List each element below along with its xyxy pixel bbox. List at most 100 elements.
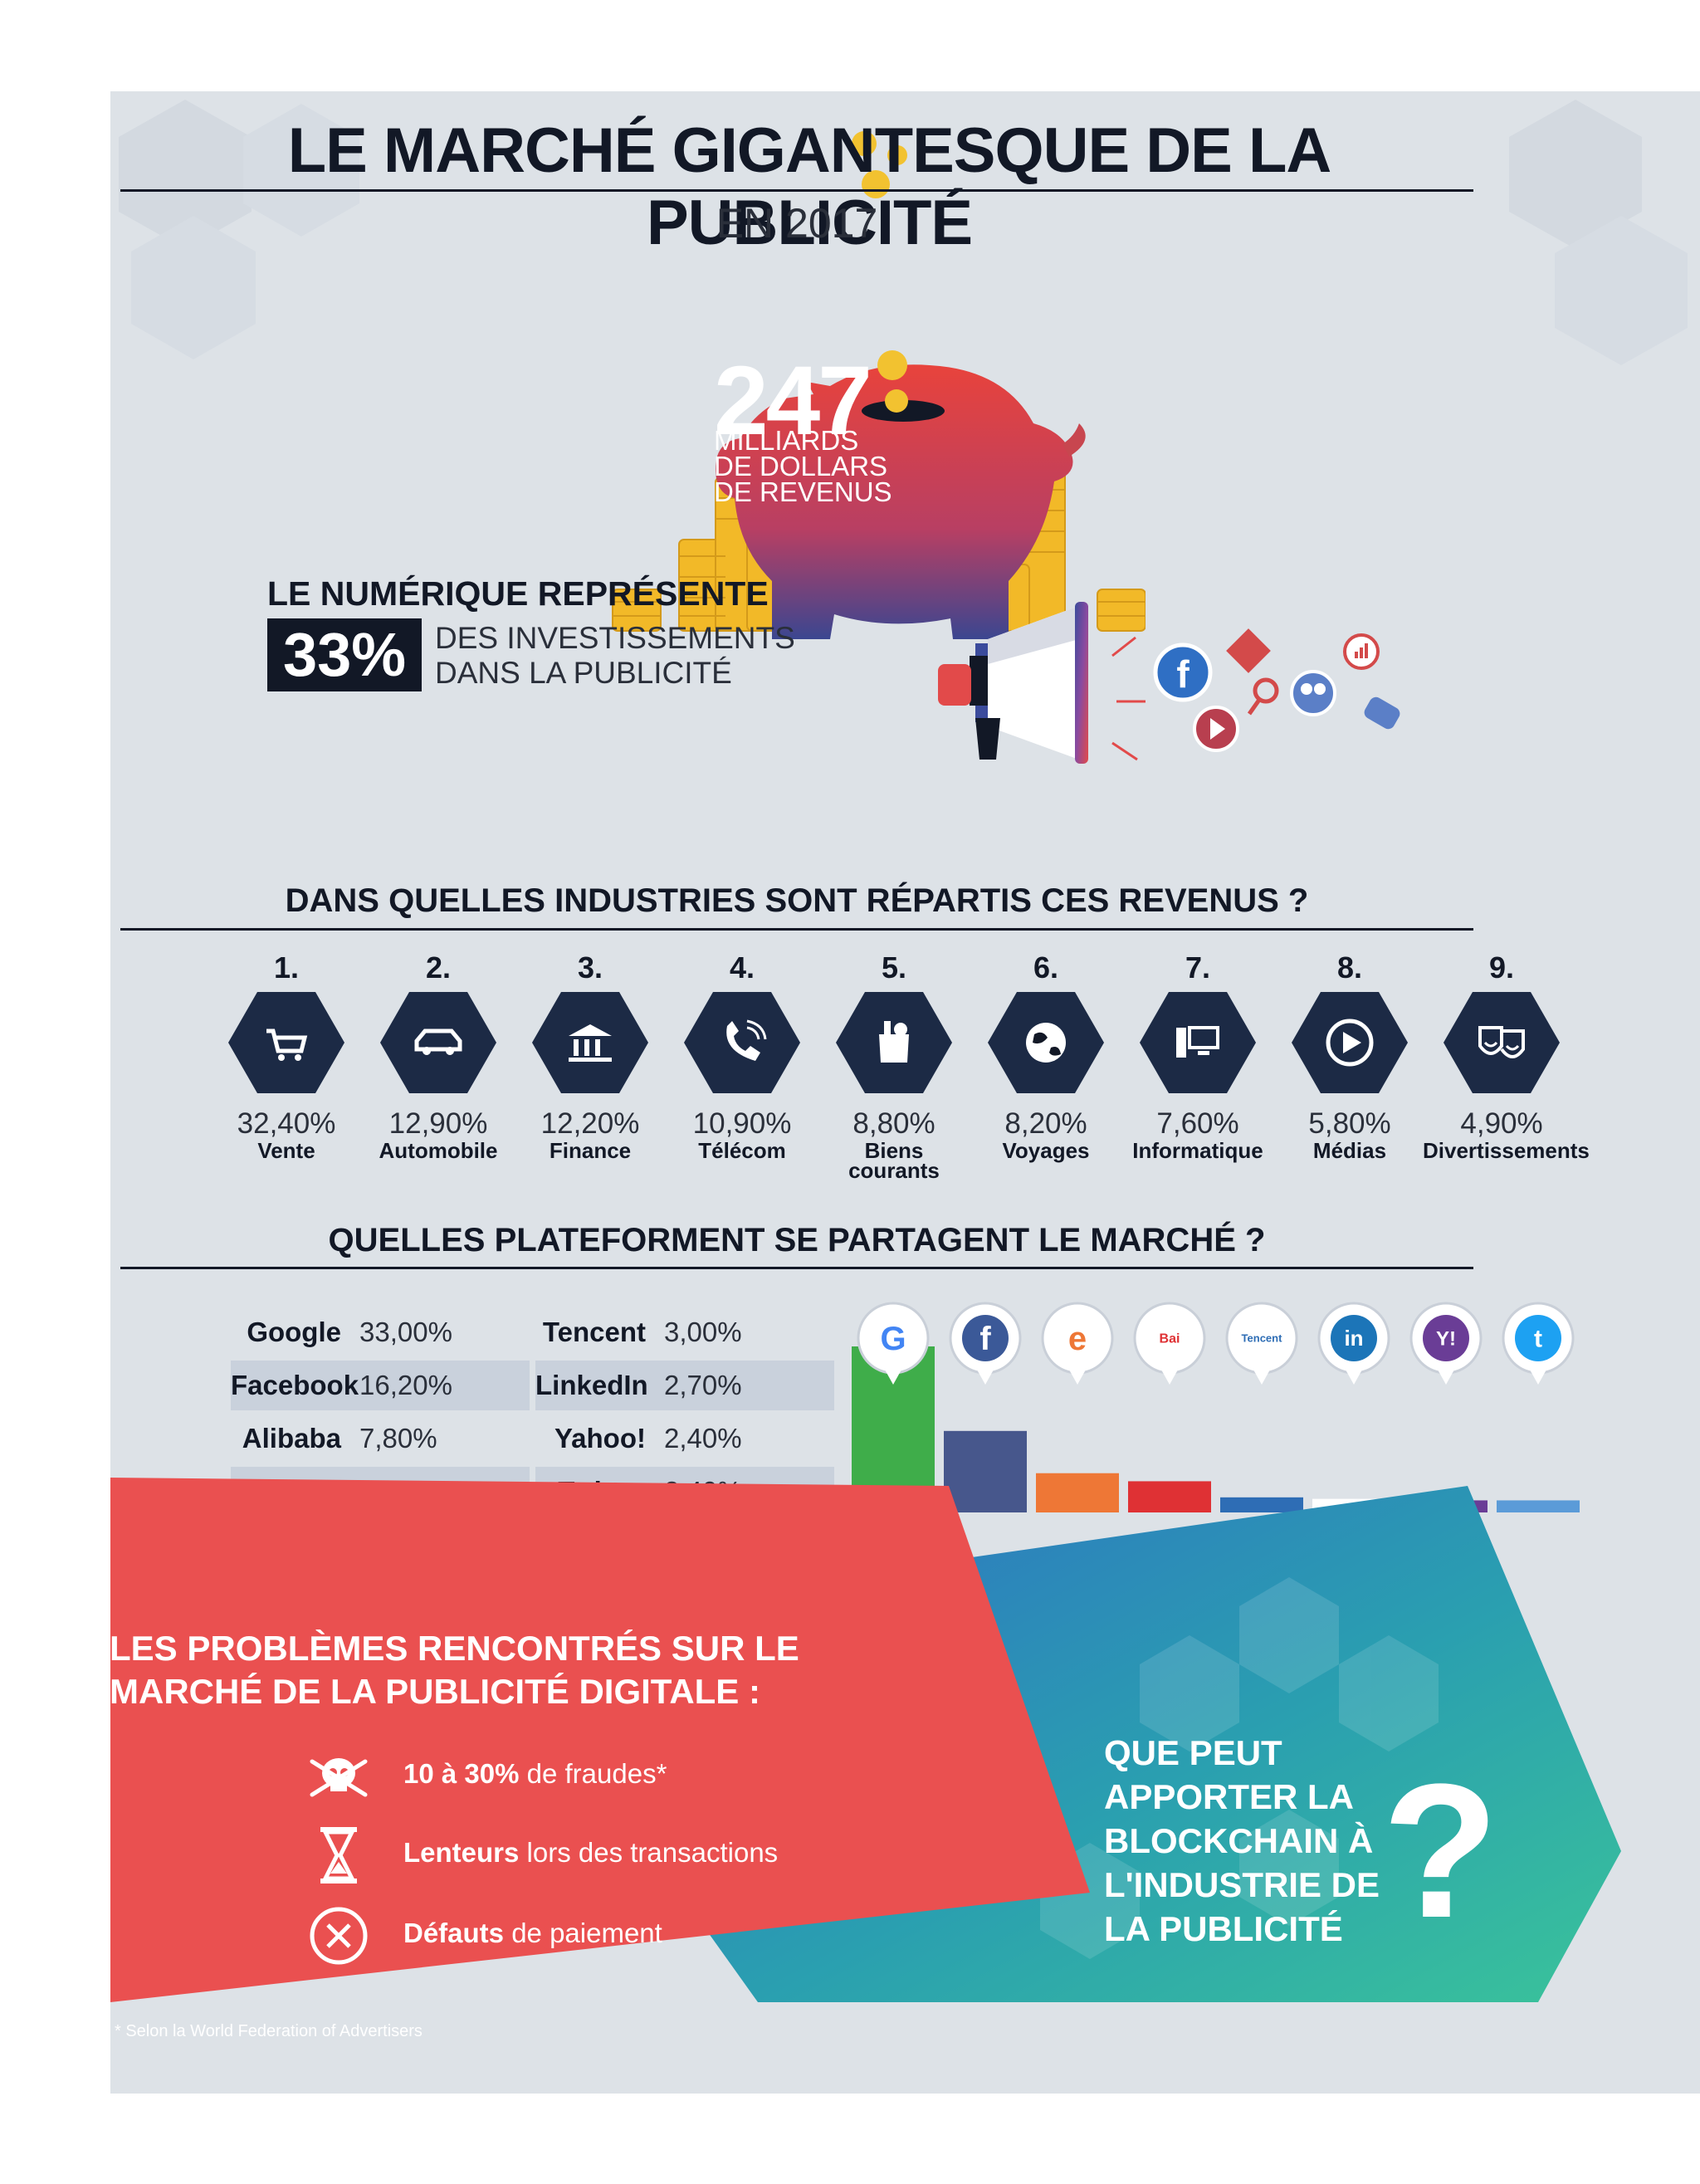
industry-percent: 4,90% [1460, 1107, 1543, 1140]
platform-bar [1497, 1500, 1580, 1512]
svg-text:t: t [1534, 1326, 1542, 1353]
mail-bubble-icon [1226, 628, 1271, 673]
industry-rank: 8. [1336, 950, 1363, 985]
industries-underline [120, 928, 1473, 931]
industry-item: 2. 12,90% Automobile [359, 950, 517, 1161]
platform-name: Google [247, 1317, 341, 1347]
industry-name: Télécom [698, 1138, 786, 1163]
facebook-logo-icon: f [949, 1302, 1022, 1385]
bottom-panels [110, 1478, 1621, 2002]
platform-share: 3,00% [664, 1317, 742, 1347]
play-icon [1292, 992, 1408, 1093]
industry-item: 6. 8,20% Voyages [967, 950, 1125, 1161]
blockchain-line5: LA PUBLICITÉ [1104, 1909, 1343, 1948]
industry-name: Biens courants [848, 1138, 940, 1183]
platform-bar [1220, 1497, 1303, 1512]
platform-name: Tencent [542, 1317, 646, 1347]
industry-item: 3. 12,20% Finance [511, 950, 669, 1163]
svg-text:Bai: Bai [1160, 1332, 1180, 1346]
megaphone-icon [938, 602, 1146, 764]
svg-text:e: e [1068, 1321, 1087, 1357]
platform-row: Facebook 16,20% [231, 1361, 530, 1410]
industry-name: Vente [257, 1138, 315, 1163]
problem-fraud-bold: 10 à 30% [403, 1758, 520, 1789]
google-logo-icon: G [857, 1302, 930, 1385]
yahoo-logo-icon: Y! [1409, 1302, 1483, 1385]
svg-text:G: G [880, 1321, 906, 1357]
problem-slowness: Lenteurs lors des transactions [403, 1837, 778, 1869]
blockchain-line1: QUE PEUT [1104, 1733, 1282, 1772]
digital-text-line2: DANS LA PUBLICITÉ [435, 656, 732, 690]
facebook-bubble-icon: f [1153, 642, 1213, 702]
platform-share: 7,80% [359, 1423, 437, 1454]
globe-plane-icon [988, 992, 1104, 1093]
revenue-label: MILLIARDS DE DOLLARS DE REVENUS [714, 425, 892, 506]
svg-text:f: f [979, 1321, 991, 1357]
blockchain-line4: L'INDUSTRIE DE [1104, 1865, 1380, 1904]
digital-description: DES INVESTISSEMENTS DANS LA PUBLICITÉ [435, 621, 795, 691]
svg-text:f: f [1176, 652, 1190, 696]
chart-bubble-icon [1343, 633, 1380, 670]
industry-rank: 2. [425, 950, 452, 985]
linkedin-logo-icon: in [1317, 1302, 1390, 1385]
platform-row: LinkedIn 2,70% [535, 1361, 834, 1410]
phone-icon [684, 992, 800, 1093]
industry-percent: 12,90% [388, 1107, 488, 1140]
problem-slowness-rest: lors des transactions [519, 1837, 779, 1868]
blockchain-line2: APPORTER LA [1104, 1777, 1355, 1816]
platform-row: Alibaba 7,80% [231, 1414, 530, 1463]
svg-text:Y!: Y! [1436, 1327, 1456, 1350]
alibaba-logo-icon: e [1041, 1302, 1114, 1385]
digital-percent-badge: 33% [267, 618, 422, 691]
industry-percent: 7,60% [1156, 1107, 1239, 1140]
industry-item: 9. 4,90% Divertissements [1423, 950, 1590, 1161]
video-bubble-icon [1193, 706, 1239, 752]
baidu-logo-icon: Bai [1133, 1302, 1206, 1385]
magnifier-icon [1247, 677, 1279, 716]
problem-fraud-rest: de fraudes* [519, 1758, 667, 1789]
svg-text:Tencent: Tencent [1242, 1332, 1283, 1345]
platforms-underline [120, 1267, 1473, 1269]
problem-fraud: 10 à 30% de fraudes* [403, 1758, 667, 1790]
platforms-title: QUELLES PLATEFORMENT SE PARTAGENT LE MAR… [328, 1222, 1266, 1258]
question-mark: ? [1382, 1744, 1499, 1957]
platform-name: LinkedIn [535, 1370, 648, 1400]
industry-rank: 5. [881, 950, 907, 985]
platform-name: Yahoo! [554, 1423, 646, 1454]
industry-item: 1. 32,40% Vente [208, 950, 365, 1163]
problems-panel [110, 1478, 1090, 2002]
revenue-label-line2: DE DOLLARS [714, 451, 888, 481]
industry-rank: 7. [1185, 950, 1211, 985]
industries-title: DANS QUELLES INDUSTRIES SONT RÉPARTIS CE… [285, 882, 1309, 919]
problems-title-line2: MARCHÉ DE LA PUBLICITÉ DIGITALE : [110, 1672, 760, 1711]
industry-item: 8. 5,80% Médias [1271, 950, 1429, 1163]
platform-share: 16,20% [359, 1370, 452, 1400]
title-underline [120, 189, 1473, 192]
revenue-label-line1: MILLIARDS [714, 425, 859, 456]
megaphone-social-illustration: f [938, 602, 1400, 764]
platform-share: 2,70% [664, 1370, 742, 1400]
problems-title: LES PROBLÈMES RENCONTRÉS SUR LE MARCHÉ D… [110, 1627, 799, 1713]
problems-title-line1: LES PROBLÈMES RENCONTRÉS SUR LE [110, 1629, 799, 1668]
cross-circle-icon [310, 1907, 368, 1965]
platform-row: Google 33,00% [231, 1307, 530, 1357]
computer-icon [1140, 992, 1256, 1093]
platform-row: Yahoo! 2,40% [535, 1414, 834, 1463]
industry-name: Finance [549, 1138, 632, 1163]
industry-percent: 32,40% [237, 1107, 336, 1140]
industry-percent: 8,80% [852, 1107, 935, 1140]
problem-payment-rest: de paiement [504, 1918, 662, 1948]
platform-share: 33,00% [359, 1317, 452, 1347]
platform-bar [1128, 1481, 1211, 1512]
tencent-logo-icon: Tencent [1225, 1302, 1298, 1385]
footnote: * Selon la World Federation of Advertise… [115, 2022, 423, 2040]
blockchain-question: QUE PEUT APPORTER LA BLOCKCHAIN À L'INDU… [1104, 1731, 1380, 1951]
industry-name: Médias [1312, 1138, 1387, 1163]
industry-rank: 6. [1033, 950, 1059, 985]
problem-payment: Défauts de paiement [403, 1918, 662, 1949]
users-bubble-icon [1290, 670, 1336, 716]
bank-icon [532, 992, 648, 1093]
industry-rank: 1. [273, 950, 300, 985]
platform-name: Facebook [231, 1370, 359, 1400]
